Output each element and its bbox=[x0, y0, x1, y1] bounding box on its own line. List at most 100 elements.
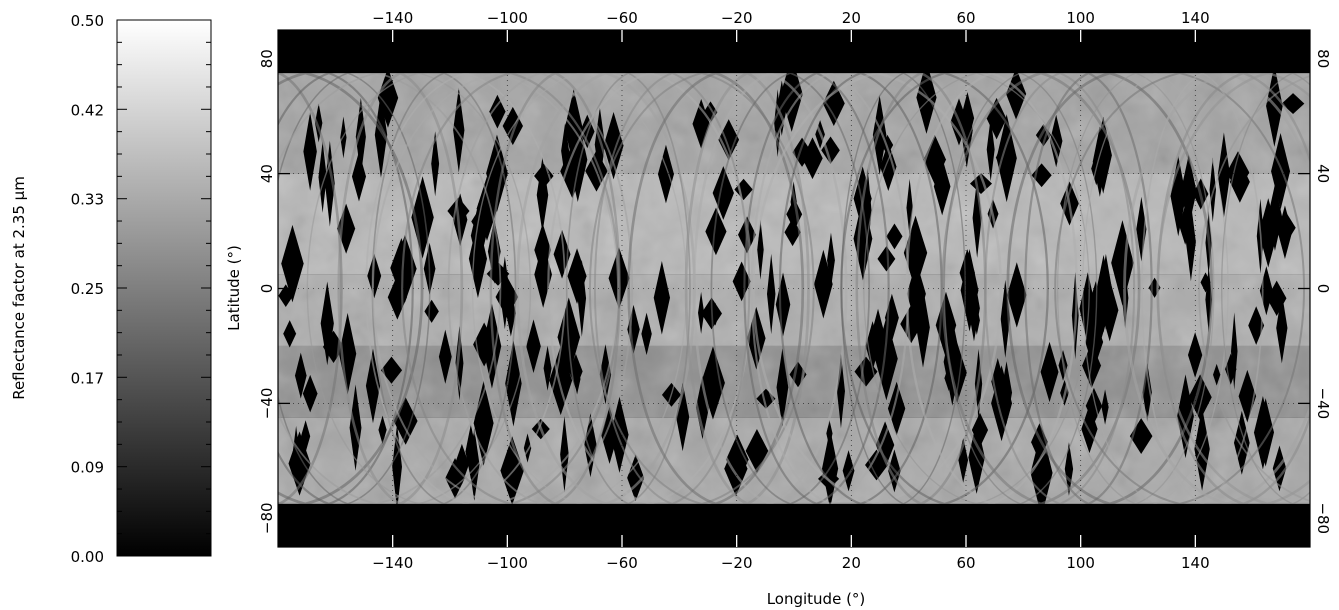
coverage-gap bbox=[1213, 363, 1221, 386]
coverage-gap bbox=[465, 424, 477, 479]
colorbar: 0.00 0.09 0.17 0.25 0.33 0.42 0.50 Reflectance… bbox=[10, 12, 212, 566]
x-tick-label-bottom: −100 bbox=[487, 554, 528, 572]
coverage-gap bbox=[996, 114, 1017, 203]
coverage-gap bbox=[610, 396, 629, 473]
coverage-gap bbox=[700, 346, 725, 420]
colorbar-tick-label: 0.09 bbox=[71, 459, 104, 477]
coverage-gap bbox=[653, 260, 671, 335]
coverage-gap bbox=[470, 202, 487, 269]
coverage-gap bbox=[1187, 332, 1203, 378]
coverage-gap bbox=[695, 375, 710, 440]
x-tick-label-top: −60 bbox=[606, 9, 638, 27]
coverage-gap bbox=[836, 354, 845, 429]
coverage-gap bbox=[887, 381, 906, 436]
no-data-north bbox=[278, 30, 1310, 74]
coverage-gap bbox=[1064, 442, 1074, 496]
coverage-gap bbox=[1281, 93, 1305, 114]
coverage-gap bbox=[877, 246, 896, 272]
x-tick-label-top: 140 bbox=[1181, 9, 1210, 27]
observation-track bbox=[1198, 75, 1310, 502]
coverage-gap bbox=[711, 302, 720, 326]
coverage-gap bbox=[1277, 205, 1293, 260]
x-tick-label-bottom: 140 bbox=[1181, 554, 1210, 572]
coverage-gap bbox=[853, 196, 873, 281]
y-tick-label-left: −40 bbox=[258, 388, 276, 420]
map-tick-labels: −140 −140 −100 −100 −60 −60 −20 −20 20 20 60 60 100 1… bbox=[258, 9, 1332, 572]
coverage-gap bbox=[288, 431, 311, 496]
colorbar-tick-label: 0.42 bbox=[71, 101, 104, 119]
coverage-gap bbox=[827, 232, 835, 289]
coverage-gap bbox=[944, 365, 954, 392]
coverage-gap bbox=[318, 141, 327, 213]
x-tick-label-top: 100 bbox=[1066, 9, 1095, 27]
coverage-gap bbox=[884, 293, 899, 342]
coverage-gap bbox=[1200, 272, 1211, 293]
coverage-gap bbox=[786, 198, 803, 231]
coverage-gap bbox=[1101, 389, 1109, 425]
coverage-gap bbox=[776, 348, 789, 427]
x-tick-label-bottom: −140 bbox=[372, 554, 413, 572]
coverage-gap bbox=[705, 207, 727, 256]
coverage-gap bbox=[923, 134, 947, 185]
coverage-gap bbox=[431, 131, 440, 197]
coverage-gap bbox=[283, 320, 297, 348]
x-tick-label-top: 60 bbox=[956, 9, 975, 27]
colorbar-bar bbox=[116, 19, 212, 557]
x-tick-label-bottom: 100 bbox=[1066, 554, 1095, 572]
coverage-gap bbox=[880, 142, 897, 192]
coverage-gap bbox=[766, 253, 776, 335]
coverage-gap bbox=[303, 112, 317, 191]
map-grid bbox=[278, 30, 1310, 547]
colorbar-ticks bbox=[117, 19, 211, 557]
coverage-gap bbox=[392, 423, 402, 510]
coverage-gap bbox=[549, 345, 573, 416]
coverage-gap bbox=[1000, 361, 1013, 424]
coverage-gap bbox=[1248, 306, 1265, 345]
coverage-gap bbox=[294, 352, 307, 399]
coverage-gap bbox=[281, 224, 304, 303]
x-tick-label-bottom: −60 bbox=[606, 554, 638, 572]
coverage-gap bbox=[698, 291, 705, 334]
coverage-gap bbox=[1258, 198, 1278, 268]
x-tick-label-top: −20 bbox=[721, 9, 753, 27]
coverage-gap bbox=[380, 356, 403, 384]
y-tick-label-right: −40 bbox=[1314, 388, 1332, 420]
coverage-gap bbox=[505, 340, 522, 427]
colorbar-tick-label: 0.50 bbox=[71, 12, 104, 30]
x-tick-label-bottom: 60 bbox=[956, 554, 975, 572]
coverage-gap bbox=[906, 261, 926, 327]
coverage-gap bbox=[732, 261, 751, 302]
colorbar-tick-label: 0.17 bbox=[71, 369, 104, 387]
coverage-gap bbox=[561, 122, 570, 179]
coverage-gap bbox=[718, 119, 740, 161]
coverage-gap bbox=[821, 136, 840, 165]
coverage-gap bbox=[872, 95, 887, 175]
coverage-gap bbox=[1225, 353, 1237, 385]
coverage-gap bbox=[1276, 292, 1288, 364]
coverage-gap bbox=[1094, 116, 1112, 194]
coverage-gap bbox=[865, 449, 888, 481]
coverage-gap bbox=[1217, 132, 1231, 218]
coverage-gap bbox=[577, 259, 587, 337]
coverage-gap bbox=[438, 329, 452, 384]
x-tick-label-bottom: 20 bbox=[842, 554, 861, 572]
coverage-gap bbox=[886, 223, 903, 250]
coverage-gap bbox=[1007, 262, 1027, 328]
colorbar-label: Reflectance factor at 2.35 μm bbox=[10, 176, 28, 400]
map-image bbox=[278, 30, 1310, 547]
y-tick-label-right: −80 bbox=[1314, 502, 1332, 534]
x-tick-label-top: −140 bbox=[372, 9, 413, 27]
coverage-gap bbox=[390, 238, 413, 299]
coverage-gap bbox=[870, 308, 886, 363]
coverage-gap bbox=[476, 176, 498, 241]
coverage-gap bbox=[387, 274, 407, 320]
no-data-south bbox=[278, 503, 1310, 547]
coverage-gap bbox=[822, 80, 845, 127]
coverage-gap bbox=[374, 91, 388, 179]
coverage-gap bbox=[814, 249, 833, 319]
coverage-gap bbox=[986, 117, 995, 182]
y-tick-label-left: 0 bbox=[258, 284, 276, 294]
coverage-gap bbox=[1253, 395, 1272, 470]
x-tick-label-bottom: −20 bbox=[721, 554, 753, 572]
